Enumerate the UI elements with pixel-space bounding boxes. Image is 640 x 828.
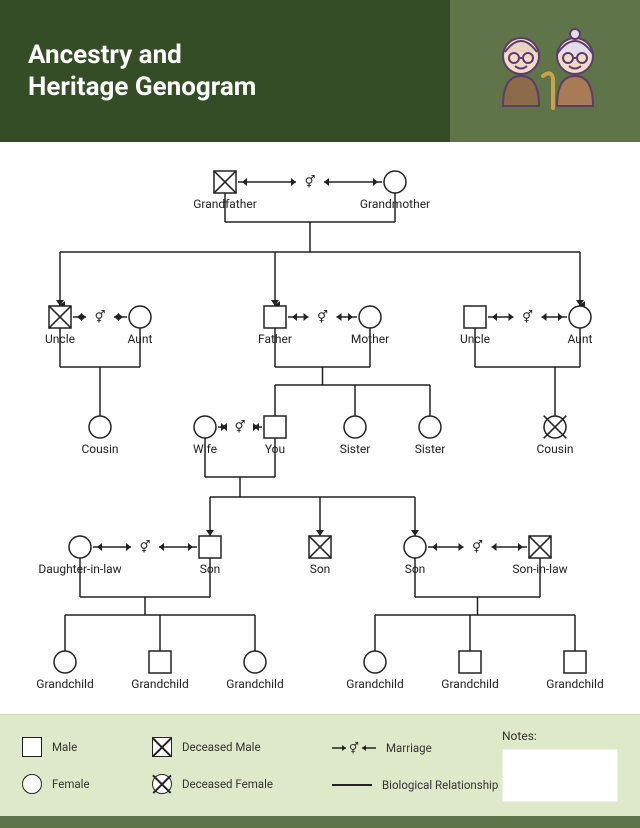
node-you [264,416,286,438]
legend-col-1: Male Female [22,729,152,802]
label-g6: Grandchild [546,677,603,691]
label-u1: Uncle [45,332,75,346]
svg-text:⚥: ⚥ [95,310,106,324]
label-g5: Grandchild [441,677,498,691]
node-g5 [459,651,481,673]
legend-deceased-male: Deceased Male [152,737,332,757]
svg-text:⚥: ⚥ [472,540,483,554]
label-s2: Sister [415,442,446,456]
node-fa [264,306,286,328]
grandparents-icon [485,26,605,116]
svg-text:⚥: ⚥ [317,310,328,324]
legend-deceased-female: Deceased Female [152,774,332,794]
label-son2: Son [310,562,331,576]
svg-text:⚥: ⚥ [305,175,316,189]
label-g3: Grandchild [226,677,283,691]
label-g4: Grandchild [346,677,403,691]
label-gf: Grandfather [193,197,257,211]
marriage-icon: ⚥ [332,739,376,757]
label-c1: Cousin [81,442,118,456]
node-gm [384,171,406,193]
legend-female: Female [22,774,152,794]
header: Ancestry andHeritage Genogram [0,0,640,142]
label-c2: Cousin [536,442,573,456]
header-left: Ancestry andHeritage Genogram [0,0,450,142]
label-wf: Wife [193,442,217,456]
bottom-bar [0,816,640,828]
label-mo: Mother [351,332,389,346]
legend-marriage: ⚥ Marriage [332,739,502,757]
genogram-canvas: ⚥ ⚥ ⚥ ⚥ ⚥ ⚥ ⚥ [0,142,640,702]
label-dil: Daughter-in-law [38,562,121,576]
node-wf [194,416,216,438]
node-g6 [564,651,586,673]
node-son1 [199,536,221,558]
label-sil: Son-in-law [512,562,567,576]
legend-biological: Biological Relationship [332,778,502,792]
legend-male: Male [22,737,152,757]
label-s1: Sister [340,442,371,456]
label-son1: Son [200,562,221,576]
label-son3: Son [405,562,426,576]
label-a2: Aunt [568,332,593,346]
legend: Male Female Deceased Male Deceased Femal… [0,714,640,816]
svg-text:⚥: ⚥ [349,741,359,755]
label-g2: Grandchild [131,677,188,691]
label-g1: Grandchild [36,677,93,691]
node-g2 [149,651,171,673]
page: Ancestry andHeritage Genogram [0,0,640,828]
header-right [450,0,640,142]
node-g3 [244,651,266,673]
legend-col-3: ⚥ Marriage Biological Relationship [332,729,502,802]
notes-section: Notes: [502,729,618,802]
svg-text:⚥: ⚥ [522,310,533,324]
page-title: Ancestry andHeritage Genogram [28,39,256,104]
node-a1 [129,306,151,328]
label-you: You [265,442,285,456]
legend-col-2: Deceased Male Deceased Female [152,729,332,802]
label-gm: Grandmother [360,197,430,211]
node-g4 [364,651,386,673]
node-s2 [419,416,441,438]
node-u2 [464,306,486,328]
svg-text:⚥: ⚥ [235,420,246,434]
svg-text:⚥: ⚥ [140,540,151,554]
node-a2 [569,306,591,328]
node-dil [69,536,91,558]
node-g1 [54,651,76,673]
node-s1 [344,416,366,438]
node-son3 [404,536,426,558]
label-fa: Father [258,332,292,346]
label-a1: Aunt [128,332,153,346]
node-mo [359,306,381,328]
node-c1 [89,416,111,438]
notes-label: Notes: [502,729,618,743]
label-u2: Uncle [460,332,490,346]
notes-box[interactable] [502,749,618,802]
